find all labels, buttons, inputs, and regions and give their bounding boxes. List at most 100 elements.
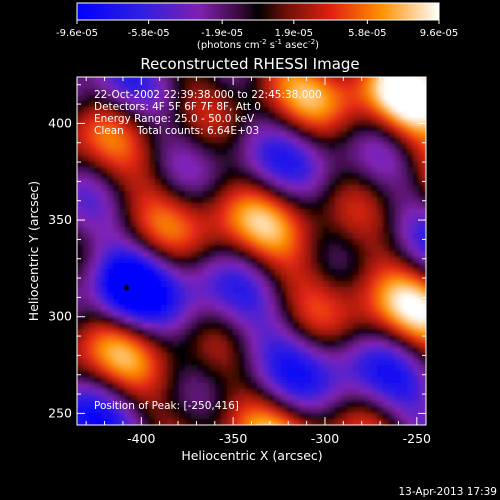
heatmap-cell xyxy=(389,77,396,84)
heatmap-cell xyxy=(353,149,360,156)
heatmap-cell xyxy=(419,221,426,228)
heatmap-cell xyxy=(167,305,174,312)
heatmap-cell xyxy=(413,359,420,366)
heatmap-cell xyxy=(347,365,354,372)
heatmap-cell xyxy=(287,209,294,216)
heatmap-cell xyxy=(299,179,306,186)
heatmap-cell xyxy=(287,317,294,324)
heatmap-cell xyxy=(101,299,108,306)
heatmap-cell xyxy=(227,95,234,102)
heatmap-cell xyxy=(365,257,372,264)
heatmap-cell xyxy=(161,413,168,420)
heatmap-cell xyxy=(143,143,150,150)
heatmap-cell xyxy=(95,83,102,90)
heatmap-cell xyxy=(377,119,384,126)
heatmap-cell xyxy=(335,293,342,300)
heatmap-cell xyxy=(269,95,276,102)
heatmap-cell xyxy=(329,335,336,342)
heatmap-cell xyxy=(383,113,390,120)
heatmap-cell xyxy=(281,179,288,186)
heatmap-cell xyxy=(389,401,396,408)
heatmap-cell xyxy=(191,185,198,192)
heatmap-cell xyxy=(281,251,288,258)
heatmap-cell xyxy=(233,77,240,84)
heatmap-cell xyxy=(407,209,414,216)
heatmap-cell xyxy=(167,269,174,276)
heatmap-cell xyxy=(395,281,402,288)
heatmap-cell xyxy=(389,113,396,120)
heatmap-cell xyxy=(161,131,168,138)
heatmap-cell xyxy=(119,239,126,246)
heatmap-cell xyxy=(407,395,414,402)
heatmap-cell xyxy=(293,353,300,360)
heatmap-cell xyxy=(101,239,108,246)
heatmap-cell xyxy=(359,83,366,90)
heatmap-cell xyxy=(419,341,426,348)
heatmap-cell xyxy=(407,407,414,414)
heatmap-cell xyxy=(173,299,180,306)
heatmap-cell xyxy=(107,185,114,192)
heatmap-cell xyxy=(149,239,156,246)
heatmap-cell xyxy=(149,191,156,198)
heatmap-cell xyxy=(155,221,162,228)
heatmap-cell xyxy=(191,305,198,312)
heatmap-cell xyxy=(221,389,228,396)
heatmap-cell xyxy=(239,101,246,108)
heatmap-cell xyxy=(323,353,330,360)
heatmap-cell xyxy=(209,341,216,348)
heatmap-cell xyxy=(287,365,294,372)
heatmap-cell xyxy=(281,185,288,192)
heatmap-cell xyxy=(377,347,384,354)
heatmap-cell xyxy=(335,371,342,378)
heatmap-cell xyxy=(347,329,354,336)
heatmap-cell xyxy=(269,143,276,150)
heatmap-cell xyxy=(353,305,360,312)
heatmap-cell xyxy=(221,401,228,408)
heatmap-cell xyxy=(131,215,138,222)
heatmap-cell xyxy=(419,143,426,150)
heatmap-cell xyxy=(347,389,354,396)
heatmap-cell xyxy=(227,119,234,126)
heatmap-cell xyxy=(365,359,372,366)
heatmap-cell xyxy=(149,407,156,414)
heatmap-cell xyxy=(281,119,288,126)
heatmap-cell xyxy=(161,257,168,264)
heatmap-cell xyxy=(245,305,252,312)
heatmap-cell xyxy=(215,173,222,180)
heatmap-cell xyxy=(281,95,288,102)
heatmap-cell xyxy=(395,95,402,102)
heatmap-cell xyxy=(305,77,312,84)
heatmap-cell xyxy=(341,143,348,150)
heatmap-cell xyxy=(341,287,348,294)
heatmap-cell xyxy=(341,203,348,210)
heatmap-cell xyxy=(149,227,156,234)
heatmap-cell xyxy=(215,413,222,420)
heatmap-cell xyxy=(191,137,198,144)
heatmap-cell xyxy=(89,371,96,378)
heatmap-cell xyxy=(215,251,222,258)
heatmap-cell xyxy=(431,287,438,294)
heatmap-cell xyxy=(197,425,204,432)
heatmap-cell xyxy=(251,281,258,288)
heatmap-cell xyxy=(215,137,222,144)
heatmap-cell xyxy=(359,89,366,96)
heatmap-cell xyxy=(143,209,150,216)
heatmap-cell xyxy=(347,377,354,384)
heatmap-cell xyxy=(323,407,330,414)
heatmap-cell xyxy=(185,83,192,90)
heatmap-cell xyxy=(323,383,330,390)
heatmap-cell xyxy=(131,419,138,425)
heatmap-cell xyxy=(317,281,324,288)
heatmap-cell xyxy=(347,395,354,402)
heatmap-cell xyxy=(113,299,120,306)
heatmap-cell xyxy=(335,257,342,264)
heatmap-cell xyxy=(263,413,270,420)
heatmap-cell xyxy=(245,227,252,234)
heatmap-cell xyxy=(191,143,198,150)
heatmap-cell xyxy=(131,287,138,294)
heatmap-cell xyxy=(185,215,192,222)
heatmap-cell xyxy=(161,389,168,396)
heatmap-cell xyxy=(233,377,240,384)
heatmap-cell xyxy=(395,377,402,384)
heatmap-cell xyxy=(365,197,372,204)
